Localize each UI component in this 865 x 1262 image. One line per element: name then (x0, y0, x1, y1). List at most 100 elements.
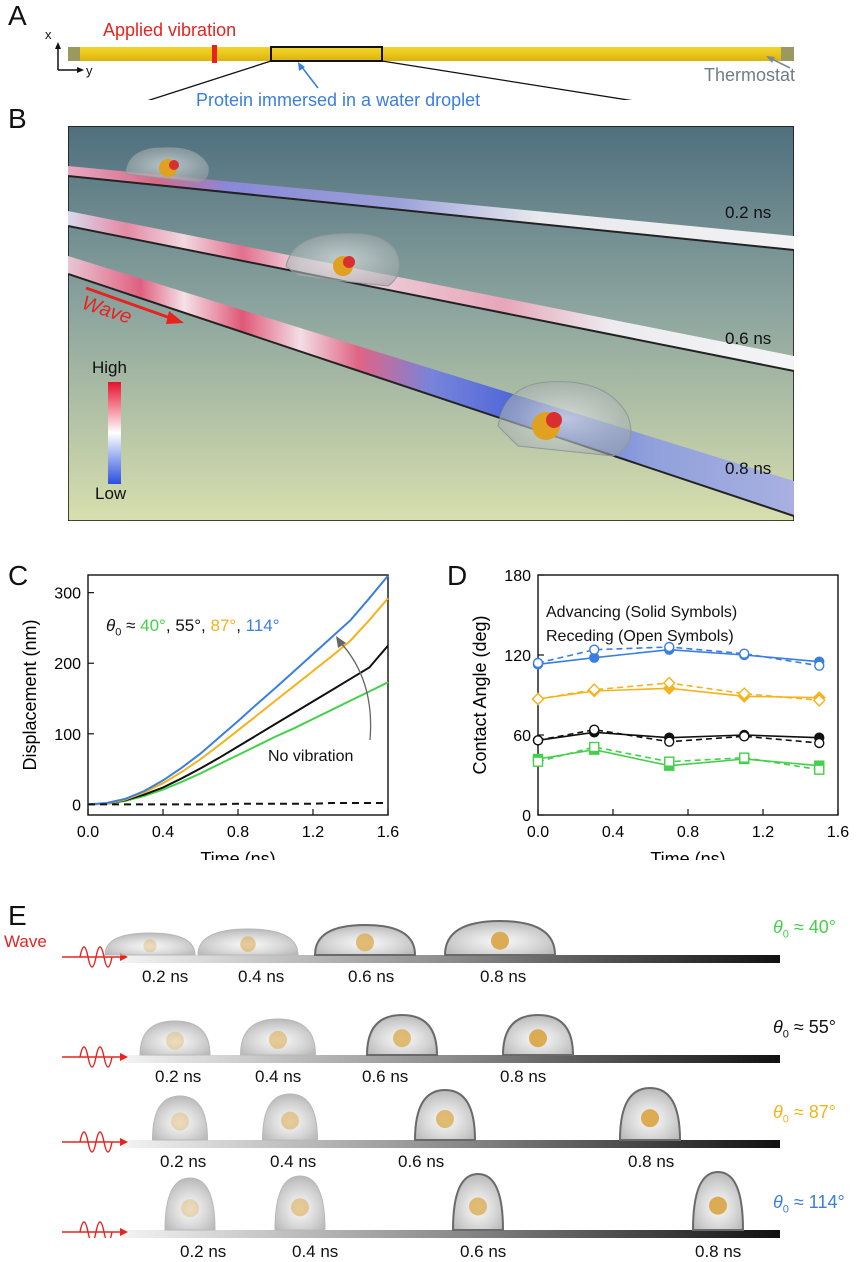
e-row-1-wave-arrowhead (120, 1053, 128, 1061)
c-xlabel: Time (ns) (200, 849, 275, 860)
e-row-0-protein-2 (356, 933, 374, 952)
no-vibration-label: No vibration (268, 748, 354, 765)
d-xtick-2: 0.8 (677, 824, 699, 841)
d-xtick-3: 1.2 (752, 824, 774, 841)
e-row-0-time-0: 0.2 ns (142, 967, 189, 986)
c-series-no-vibration (88, 802, 388, 806)
graphene-strip (68, 47, 794, 61)
d-point-3-4 (812, 693, 826, 707)
e-row-3-protein-0 (181, 1199, 199, 1218)
strip-0.2ns (68, 166, 794, 250)
e-wave-label: Wave (4, 932, 47, 951)
d-xtick-1: 0.4 (602, 824, 624, 841)
d-point-3-3 (737, 687, 751, 701)
colorbar-high: High (92, 358, 127, 377)
d-point-7-2 (664, 756, 675, 767)
d-point-3-0 (531, 692, 545, 706)
d-legend-line2: Receding (Open Symbols) (546, 628, 734, 645)
d-point-5-3 (739, 731, 750, 742)
c-angle-114: 114° (245, 616, 280, 635)
c-series-3 (87, 575, 389, 806)
c-theta-symbol: θ (106, 616, 116, 635)
d-series-line-2 (537, 687, 820, 700)
e-row-2-time-0: 0.2 ns (160, 1152, 207, 1171)
c-xtick-1: 0.4 (152, 824, 174, 841)
d-ytick-3: 180 (504, 568, 531, 585)
e-row-2-time-2: 0.6 ns (398, 1152, 445, 1171)
d-point-1-0 (532, 657, 544, 669)
e-row-0-protein-3 (491, 931, 509, 950)
e-row-2-wave-arrowhead (120, 1138, 128, 1146)
panel-c-letter: C (8, 560, 29, 591)
e-row-3-time-3: 0.8 ns (695, 1242, 742, 1261)
e-row-0-wave-icon (79, 946, 113, 968)
c-angle-40: 40° (140, 616, 166, 635)
d-point-1-1 (589, 644, 600, 655)
e-row-0-protein-0 (143, 939, 157, 953)
thermostat-end (781, 47, 794, 61)
d-xlabel: Time (ns) (650, 849, 725, 860)
c-xtick-0: 0.0 (77, 824, 99, 841)
c-ytick-1: 100 (54, 727, 81, 744)
panel-d-letter: D (447, 560, 468, 591)
d-point-5-1 (589, 724, 600, 735)
axis-x-label: x (45, 27, 52, 42)
c-ytick-3: 300 (54, 586, 81, 603)
c-series-2 (87, 597, 389, 806)
e-row-2-protein-2 (436, 1110, 454, 1128)
d-xtick-4: 1.6 (827, 824, 849, 841)
zoom-box (270, 46, 383, 62)
e-row-2-protein-0 (171, 1112, 189, 1131)
e-row-3-protein-1 (291, 1198, 309, 1217)
c-theta-approx: ≈ (121, 616, 141, 635)
e-row-1-droplet-0 (139, 1020, 211, 1056)
e-row-0-angle-label: θ0 ≈ 40° (773, 917, 836, 941)
e-row-3-droplet-0 (164, 1177, 216, 1231)
d-point-1-3 (739, 648, 750, 659)
protein-label: Protein immersed in a water droplet (196, 90, 481, 110)
panel-b-render (68, 126, 794, 521)
e-row-3-angle-label: θ0 ≈ 114° (773, 1192, 845, 1216)
e-row-3-wave-arrowhead (120, 1228, 128, 1236)
panel-b-letter: B (8, 103, 27, 134)
d-ylabel: Contact Angle (deg) (470, 615, 490, 774)
vibration-marker (212, 45, 217, 63)
e-row-2-substrate (120, 1140, 780, 1148)
c-theta-sub: 0 (115, 626, 122, 639)
panel-e-letter: E (8, 900, 27, 931)
b-time-2: 0.8 ns (725, 459, 772, 478)
colorbar-low: Low (95, 484, 127, 503)
d-point-5-4 (814, 737, 825, 749)
d-point-7-1 (589, 741, 600, 753)
e-row-2-wave-icon (79, 1131, 113, 1153)
e-row-3-protein-2 (469, 1197, 487, 1216)
e-row-0-protein-1 (240, 936, 256, 952)
d-series-line-0 (537, 648, 820, 666)
e-row-1-time-1: 0.4 ns (255, 1067, 302, 1086)
colorbar (108, 382, 121, 484)
panel-a-letter: A (8, 0, 27, 31)
strip-0.6ns (68, 211, 794, 371)
d-point-7-3 (739, 752, 750, 763)
d-series-line-7 (537, 746, 820, 771)
applied-vibration-label: Applied vibration (103, 20, 237, 40)
c-frame (87, 574, 389, 816)
c-series-1 (87, 644, 389, 806)
thermostat-label: Thermostat (704, 65, 796, 85)
e-row-1-wave-icon (79, 1046, 113, 1068)
e-row-1-protein-2 (393, 1029, 411, 1048)
c-trend-arrow (339, 641, 372, 741)
d-xtick-0: 0.0 (527, 824, 549, 841)
e-row-3-time-0: 0.2 ns (180, 1242, 227, 1261)
e-row-2-protein-1 (281, 1111, 299, 1130)
e-row-3-substrate (120, 1230, 780, 1238)
e-row-0-droplet-0 (104, 932, 196, 956)
chart-d: 0.0 0.4 0.8 1.2 1.6 0 60 120 180 Time (ns) Contact… (470, 568, 849, 860)
e-row-3-protein-3 (709, 1196, 727, 1215)
d-point-1-2 (664, 641, 675, 653)
e-row-1-protein-1 (269, 1030, 287, 1049)
c-ylabel: Displacement (nm) (20, 619, 40, 770)
e-row-0-time-1: 0.4 ns (238, 967, 285, 986)
e-row-0-time-3: 0.8 ns (480, 967, 527, 986)
e-row-1-protein-0 (166, 1031, 184, 1050)
